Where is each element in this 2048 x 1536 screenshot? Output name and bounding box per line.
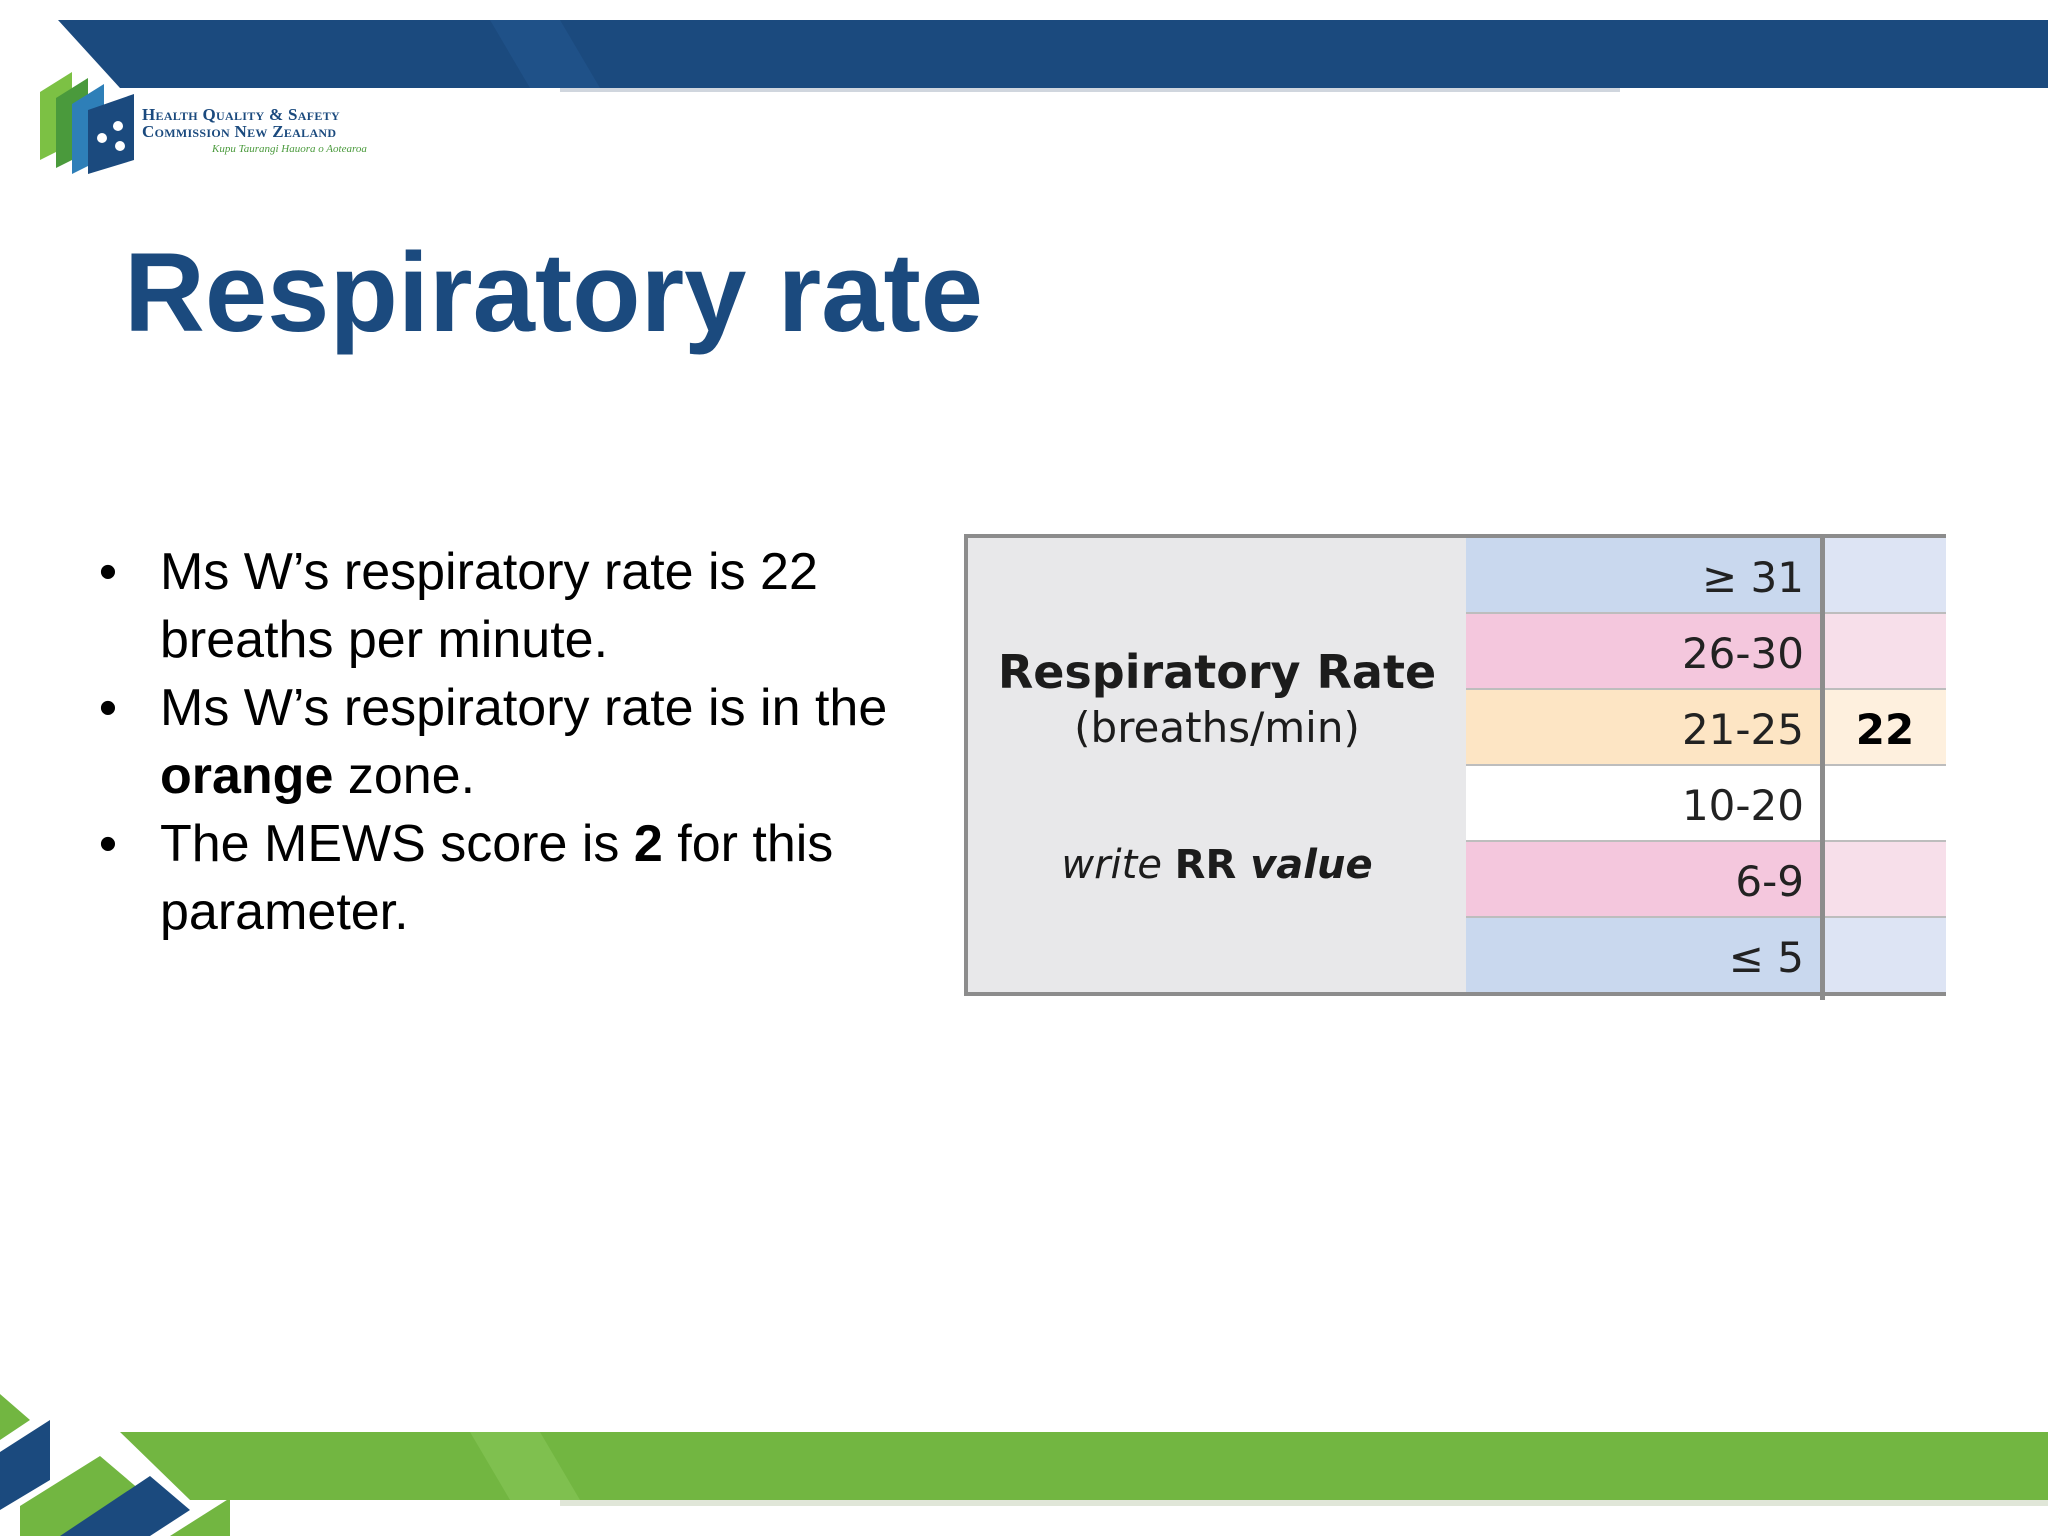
- range-row: 6-9: [1466, 842, 1946, 916]
- row-separator: [1466, 916, 1946, 918]
- write-instruction-abbrev: RR: [1174, 842, 1237, 888]
- bullet-text: The MEWS score is: [160, 815, 634, 873]
- parameter-name: Respiratory Rate: [997, 645, 1437, 699]
- value-cell: [1824, 766, 1946, 840]
- range-cell: ≥ 31: [1466, 538, 1820, 612]
- bullet-list: • Ms W’s respiratory rate is 22 breaths …: [92, 538, 952, 946]
- top-banner: [58, 20, 2048, 92]
- range-cell: 21-25: [1466, 690, 1820, 764]
- bullet-text-end: for this parameter.: [160, 815, 834, 941]
- range-row: 10-20: [1466, 766, 1946, 840]
- bullet-marker: •: [98, 679, 118, 737]
- parameter-label-cell: Respiratory Rate (breaths/min) write RR …: [968, 538, 1466, 996]
- row-separator: [1466, 612, 1946, 614]
- row-separator: [1466, 840, 1946, 842]
- logo-name-line-2: Commission New Zealand: [142, 122, 337, 141]
- value-cell: [1824, 918, 1946, 992]
- write-instruction-suffix: value: [1236, 842, 1373, 888]
- write-instruction-prefix: write: [1061, 842, 1175, 888]
- bullet-item: • Ms W’s respiratory rate is 22 breaths …: [92, 538, 952, 674]
- bullet-marker: •: [98, 815, 118, 873]
- bullet-text-end: zone.: [333, 747, 476, 805]
- value-cell: [1824, 614, 1946, 688]
- bottom-banner: [0, 1394, 2048, 1536]
- hqsc-logo: Health Quality & Safety Commission New Z…: [36, 64, 396, 174]
- slide-title: Respiratory rate: [124, 230, 984, 355]
- hqsc-logo-icon: [40, 72, 134, 174]
- value-cell: [1824, 842, 1946, 916]
- bullet-item: • The MEWS score is 2 for this parameter…: [92, 810, 952, 946]
- value-cell: 22: [1824, 690, 1946, 764]
- bullet-text: Ms W’s respiratory rate is 22 breaths pe…: [160, 543, 818, 669]
- range-row: 26-30: [1466, 614, 1946, 688]
- range-row: ≤ 5: [1466, 918, 1946, 992]
- value-cell: [1824, 538, 1946, 612]
- range-cell: 10-20: [1466, 766, 1820, 840]
- table-bottom-border: [968, 992, 1946, 996]
- parameter-unit: (breaths/min): [1074, 703, 1360, 752]
- bullet-emphasis: orange: [160, 747, 334, 805]
- row-separator: [1466, 688, 1946, 690]
- bullet-emphasis: 2: [633, 815, 663, 873]
- respiratory-rate-table: Respiratory Rate (breaths/min) write RR …: [964, 534, 1946, 1000]
- range-row: ≥ 31: [1466, 538, 1946, 612]
- logo-subtitle: Kupu Taurangi Hauora o Aotearoa: [212, 143, 367, 155]
- range-row: 21-25 22: [1466, 690, 1946, 764]
- range-cell: 26-30: [1466, 614, 1820, 688]
- column-divider: [1820, 538, 1825, 1000]
- write-instruction: write RR value: [968, 840, 1466, 890]
- logo-name-line-1: Health Quality & Safety: [142, 105, 340, 124]
- row-separator: [1466, 764, 1946, 766]
- range-cell: 6-9: [1466, 842, 1820, 916]
- bullet-marker: •: [98, 543, 118, 601]
- bullet-item: • Ms W’s respiratory rate is in the oran…: [92, 674, 952, 810]
- bullet-text: Ms W’s respiratory rate is in the: [160, 679, 888, 737]
- range-cell: ≤ 5: [1466, 918, 1820, 992]
